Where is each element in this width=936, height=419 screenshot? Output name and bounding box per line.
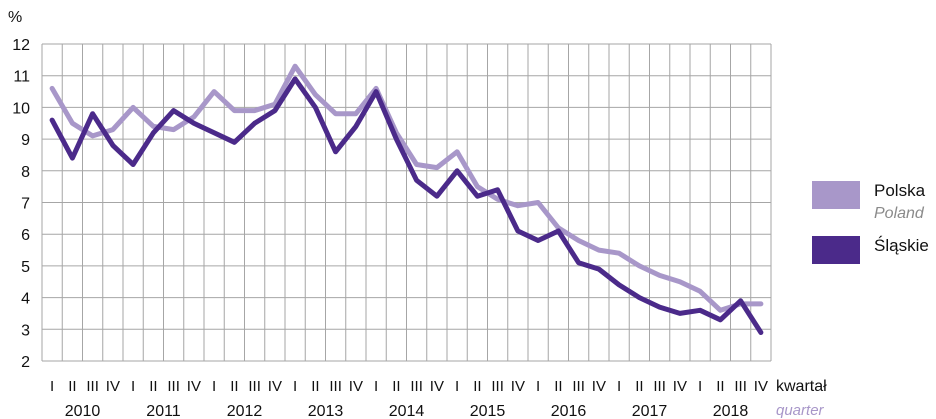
x-year-label: 2013	[308, 403, 344, 419]
x-quarter-label: II	[716, 378, 724, 395]
series-line-slaskie	[49, 76, 764, 335]
x-axis-label-en: quarter	[776, 402, 825, 419]
x-quarter-label: I	[455, 378, 459, 395]
y-axis-unit: %	[8, 9, 22, 26]
x-quarter-label: I	[698, 378, 702, 395]
x-quarter-label: I	[131, 378, 135, 395]
x-quarter-label: II	[635, 378, 643, 395]
series-lines	[49, 63, 764, 335]
x-quarter-label: I	[293, 378, 297, 395]
x-quarter-label: II	[68, 378, 76, 395]
x-quarter-label: II	[149, 378, 157, 395]
y-tick-label: 12	[12, 37, 30, 54]
x-quarter-label: II	[473, 378, 481, 395]
x-quarter-label: III	[248, 378, 261, 395]
y-tick-label: 8	[21, 164, 30, 181]
x-year-label: 2014	[389, 403, 425, 419]
x-quarter-label: IV	[511, 378, 525, 395]
x-year-label: 2017	[632, 403, 668, 419]
y-tick-label: 7	[21, 196, 30, 213]
x-quarter-label: I	[50, 378, 54, 395]
y-tick-label: 3	[21, 322, 30, 339]
legend-label: Polska	[874, 181, 926, 200]
x-year-label: 2015	[470, 403, 506, 419]
x-quarter-label: III	[167, 378, 180, 395]
x-axis-year-ticks: 2010 2011 2012 2013 2014 2015 2016 2017 2018	[65, 403, 749, 419]
x-quarter-label: IV	[268, 378, 282, 395]
y-tick-label: 11	[13, 69, 30, 86]
y-tick-label: 4	[21, 291, 30, 308]
legend-swatch	[812, 236, 860, 264]
x-quarter-label: II	[392, 378, 400, 395]
x-quarter-label: I	[617, 378, 621, 395]
x-year-label: 2018	[713, 403, 749, 419]
x-quarter-label: IV	[673, 378, 687, 395]
y-tick-label: 6	[21, 227, 30, 244]
y-tick-label: 9	[21, 132, 30, 149]
y-axis-ticks: 2 3 4 5 6 7 8 9 10 11 12	[12, 37, 30, 371]
x-quarter-label: II	[311, 378, 319, 395]
x-year-label: 2010	[65, 403, 101, 419]
x-quarter-label: III	[653, 378, 666, 395]
x-quarter-label: III	[410, 378, 423, 395]
x-quarter-label: II	[554, 378, 562, 395]
x-quarter-label: III	[734, 378, 747, 395]
legend: Polska Poland Śląskie	[812, 181, 929, 264]
x-year-label: 2012	[227, 403, 263, 419]
x-quarter-label: I	[536, 378, 540, 395]
x-quarter-label: IV	[106, 378, 120, 395]
x-quarter-label: IV	[754, 378, 768, 395]
legend-label: Śląskie	[874, 236, 929, 255]
y-tick-label: 5	[21, 259, 30, 276]
x-quarter-label: III	[491, 378, 504, 395]
x-quarter-label: III	[329, 378, 342, 395]
y-tick-label: 2	[21, 354, 30, 371]
x-axis-label: kwartał	[776, 378, 827, 395]
legend-swatch	[812, 181, 860, 209]
x-quarter-label: IV	[349, 378, 363, 395]
x-quarter-label: IV	[187, 378, 201, 395]
legend-label-en: Poland	[874, 205, 925, 222]
x-year-label: 2011	[146, 403, 181, 419]
x-axis-quarter-ticks: I II III IV I II III IV I II III IV I II III IV I II III IV…	[50, 378, 768, 395]
x-quarter-label: I	[212, 378, 216, 395]
x-quarter-label: IV	[592, 378, 606, 395]
x-year-label: 2016	[551, 403, 587, 419]
y-tick-label: 10	[12, 100, 30, 117]
series-line-polska	[49, 63, 764, 313]
x-quarter-label: II	[230, 378, 238, 395]
grid	[41, 43, 772, 362]
x-quarter-label: III	[86, 378, 99, 395]
x-quarter-label: IV	[430, 378, 444, 395]
x-quarter-label: I	[374, 378, 378, 395]
x-quarter-label: III	[572, 378, 585, 395]
